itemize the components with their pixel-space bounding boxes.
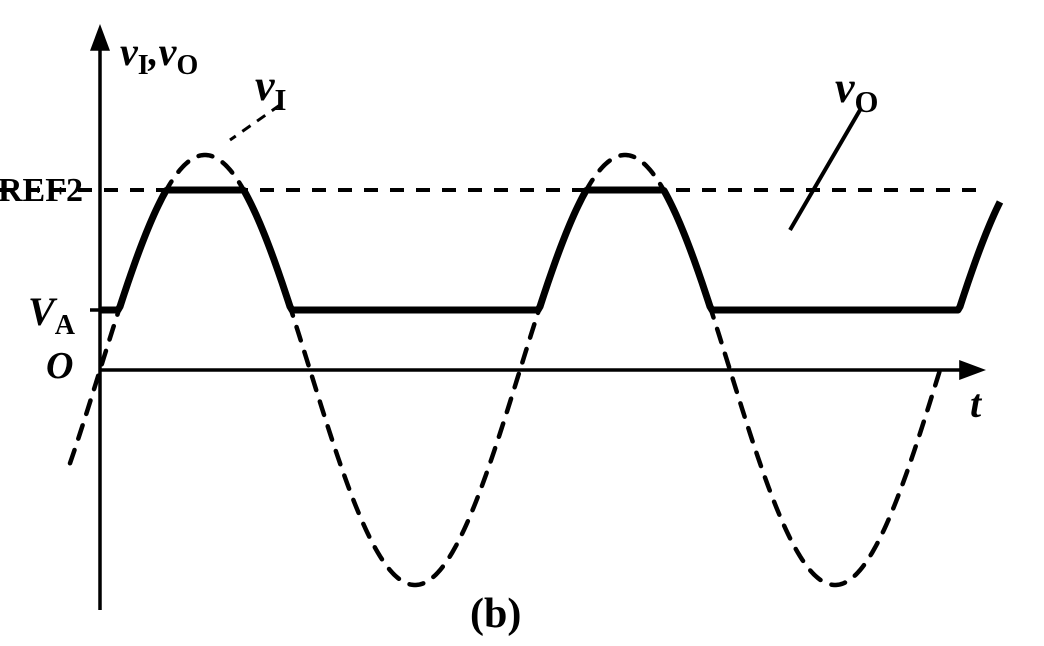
- waveform-diagram: vI,vO vI vO REF2 VA O t (b): [0, 0, 1044, 646]
- y-axis-title: vI,vO: [120, 28, 198, 82]
- va-label: VA: [28, 288, 75, 342]
- vo-curve-label: vO: [835, 62, 879, 120]
- plot-svg: [0, 0, 1044, 646]
- vi-curve-label: vI: [255, 60, 287, 118]
- origin-label: O: [46, 344, 73, 388]
- ref2-label: REF2: [0, 172, 83, 210]
- t-axis-label: t: [970, 380, 981, 427]
- subfigure-caption: (b): [470, 590, 521, 638]
